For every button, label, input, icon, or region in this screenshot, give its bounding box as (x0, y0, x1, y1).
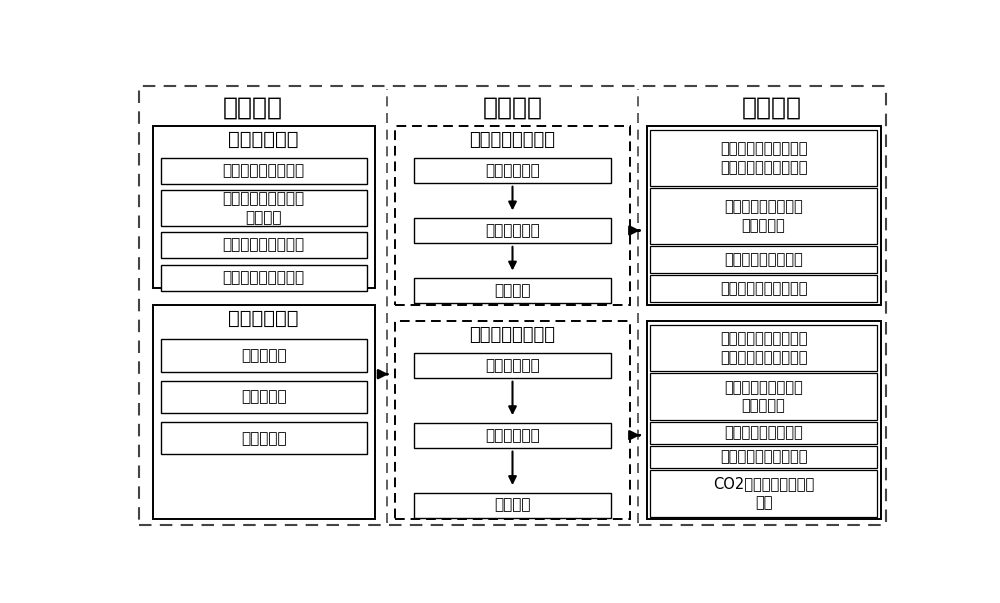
Text: 能源需求数据: 能源需求数据 (228, 309, 299, 328)
Bar (650, 188, 877, 244)
Text: 地源热泵机组的耗电
量、制热量: 地源热泵机组的耗电 量、制热量 (724, 380, 803, 414)
Text: 优化模块: 优化模块 (482, 95, 542, 119)
Bar (650, 275, 877, 302)
Text: 光伏发电机组的发电量: 光伏发电机组的发电量 (720, 450, 807, 465)
Text: 建立数学模型: 建立数学模型 (485, 163, 540, 178)
Bar (161, 380, 367, 413)
Bar (161, 158, 367, 184)
Bar (161, 265, 367, 291)
Bar (414, 218, 611, 243)
Bar (650, 130, 877, 186)
Text: 辅助供冷供热设备耗电
量、制冷量以及制热量: 辅助供冷供热设备耗电 量、制冷量以及制热量 (720, 141, 807, 175)
Text: 模型求解: 模型求解 (494, 497, 531, 513)
Text: 电负荷需求: 电负荷需求 (241, 431, 287, 446)
Bar (153, 126, 375, 288)
Bar (395, 126, 630, 305)
Text: 输入模块: 输入模块 (223, 95, 283, 119)
Text: 蓄电池组的充放电量: 蓄电池组的充放电量 (724, 426, 803, 440)
Text: 光伏发电机组的发电量: 光伏发电机组的发电量 (720, 281, 807, 296)
Text: 调峰调蓄优化模块: 调峰调蓄优化模块 (470, 131, 556, 149)
Text: 输出模块: 输出模块 (742, 95, 802, 119)
Bar (161, 232, 367, 258)
Bar (161, 191, 367, 226)
Text: 热负荷需求: 热负荷需求 (241, 390, 287, 405)
Bar (647, 126, 881, 305)
Text: 环境调度优化模块: 环境调度优化模块 (470, 326, 556, 344)
Bar (650, 446, 877, 469)
Bar (153, 305, 375, 519)
Bar (414, 423, 611, 448)
Text: 建立约束条件: 建立约束条件 (485, 428, 540, 443)
Bar (650, 325, 877, 371)
Text: 冷负荷需求: 冷负荷需求 (241, 348, 287, 363)
Bar (414, 158, 611, 183)
Bar (647, 321, 881, 519)
Text: 辅助供冷供热设备耗电
量、制冷量以及制热量: 辅助供冷供热设备耗电 量、制冷量以及制热量 (720, 332, 807, 365)
Bar (414, 278, 611, 303)
Text: 建立约束条件: 建立约束条件 (485, 223, 540, 238)
Bar (161, 339, 367, 372)
Text: 蓄电池组的充放电量: 蓄电池组的充放电量 (724, 252, 803, 267)
Text: 辅助供热供冷设备的
额定功率: 辅助供热供冷设备的 额定功率 (223, 191, 305, 225)
Bar (650, 246, 877, 273)
Bar (414, 493, 611, 517)
Text: 光伏机组的额定功率: 光伏机组的额定功率 (223, 270, 305, 285)
Bar (650, 421, 877, 444)
Bar (395, 321, 630, 519)
Text: 设备物理参数: 设备物理参数 (228, 130, 299, 149)
Text: 地源热泵机组的耗电
量、制热量: 地源热泵机组的耗电 量、制热量 (724, 199, 803, 233)
Text: 建立数学模型: 建立数学模型 (485, 358, 540, 373)
Text: CO2的排放量以及运行
费用: CO2的排放量以及运行 费用 (713, 476, 814, 510)
Bar (650, 373, 877, 420)
Bar (414, 353, 611, 378)
Text: 地源热泵的额定功率: 地源热泵的额定功率 (223, 163, 305, 178)
Bar (650, 470, 877, 517)
Bar (161, 422, 367, 455)
Text: 蓄电池组的额定功率: 蓄电池组的额定功率 (223, 238, 305, 253)
Text: 模型求解: 模型求解 (494, 283, 531, 298)
